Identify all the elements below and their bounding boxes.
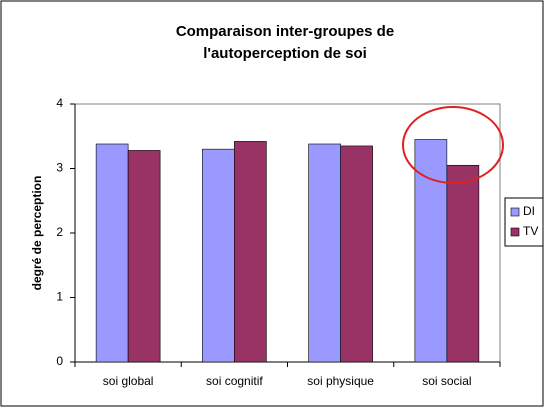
bar xyxy=(414,139,448,363)
legend-label: TV xyxy=(523,224,538,238)
legend-swatch xyxy=(510,227,520,237)
legend-label: DI xyxy=(523,204,535,218)
y-tick-label: 1 xyxy=(56,290,63,304)
y-tick-label: 2 xyxy=(56,225,63,239)
bar xyxy=(446,164,480,363)
legend-swatch xyxy=(510,207,520,217)
x-tick-label: soi social xyxy=(422,374,471,388)
bar xyxy=(308,143,341,363)
highlight-circle xyxy=(402,106,504,184)
bar xyxy=(202,148,235,363)
bar xyxy=(127,150,161,363)
x-tick-label: soi global xyxy=(103,374,154,388)
bar xyxy=(95,143,129,363)
chart-title-line: l'autoperception de soi xyxy=(203,45,367,62)
y-tick-label: 0 xyxy=(56,354,63,368)
y-axis-label: degré de perception xyxy=(30,176,44,291)
bar xyxy=(234,141,267,363)
y-tick-label: 4 xyxy=(56,96,63,110)
legend-box xyxy=(504,197,544,247)
x-tick-label: soi cognitif xyxy=(206,374,263,388)
chart-title-line: Comparaison inter-groupes de xyxy=(176,23,394,40)
x-tick-label: soi physique xyxy=(307,374,374,388)
bar xyxy=(340,145,373,363)
y-tick-label: 3 xyxy=(56,161,63,175)
